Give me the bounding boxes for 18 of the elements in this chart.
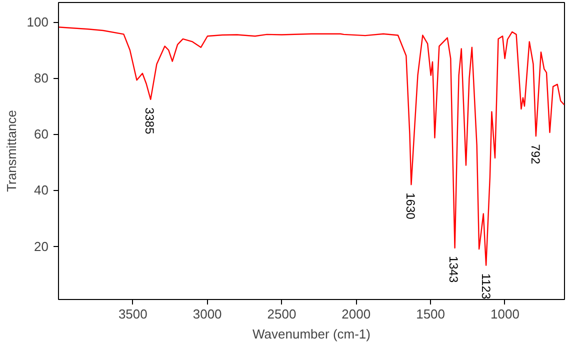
x-axis-title: Wavenumber (cm-1) <box>252 326 370 342</box>
x-tick-label: 1500 <box>416 306 446 322</box>
x-tick-label: 3500 <box>118 306 148 322</box>
x-tick-label: 2500 <box>267 306 296 322</box>
x-tick-label: 1000 <box>490 306 520 322</box>
annotation: 1343 <box>446 256 460 283</box>
y-tick-label: 60 <box>34 126 49 142</box>
y-tick-label: 80 <box>34 70 49 86</box>
x-tick-label: 2000 <box>342 306 371 322</box>
annotation: 3385 <box>142 107 157 134</box>
y-tick-label: 100 <box>26 14 49 30</box>
annotation: 1630 <box>404 192 418 220</box>
x-tick-label: 3000 <box>192 306 222 322</box>
y-axis-title: Transmittance <box>4 110 19 192</box>
y-tick-label: 20 <box>34 238 49 254</box>
annotation: 792 <box>528 144 542 164</box>
annotation: 1123 <box>479 273 494 300</box>
y-tick-label: 40 <box>34 182 49 198</box>
